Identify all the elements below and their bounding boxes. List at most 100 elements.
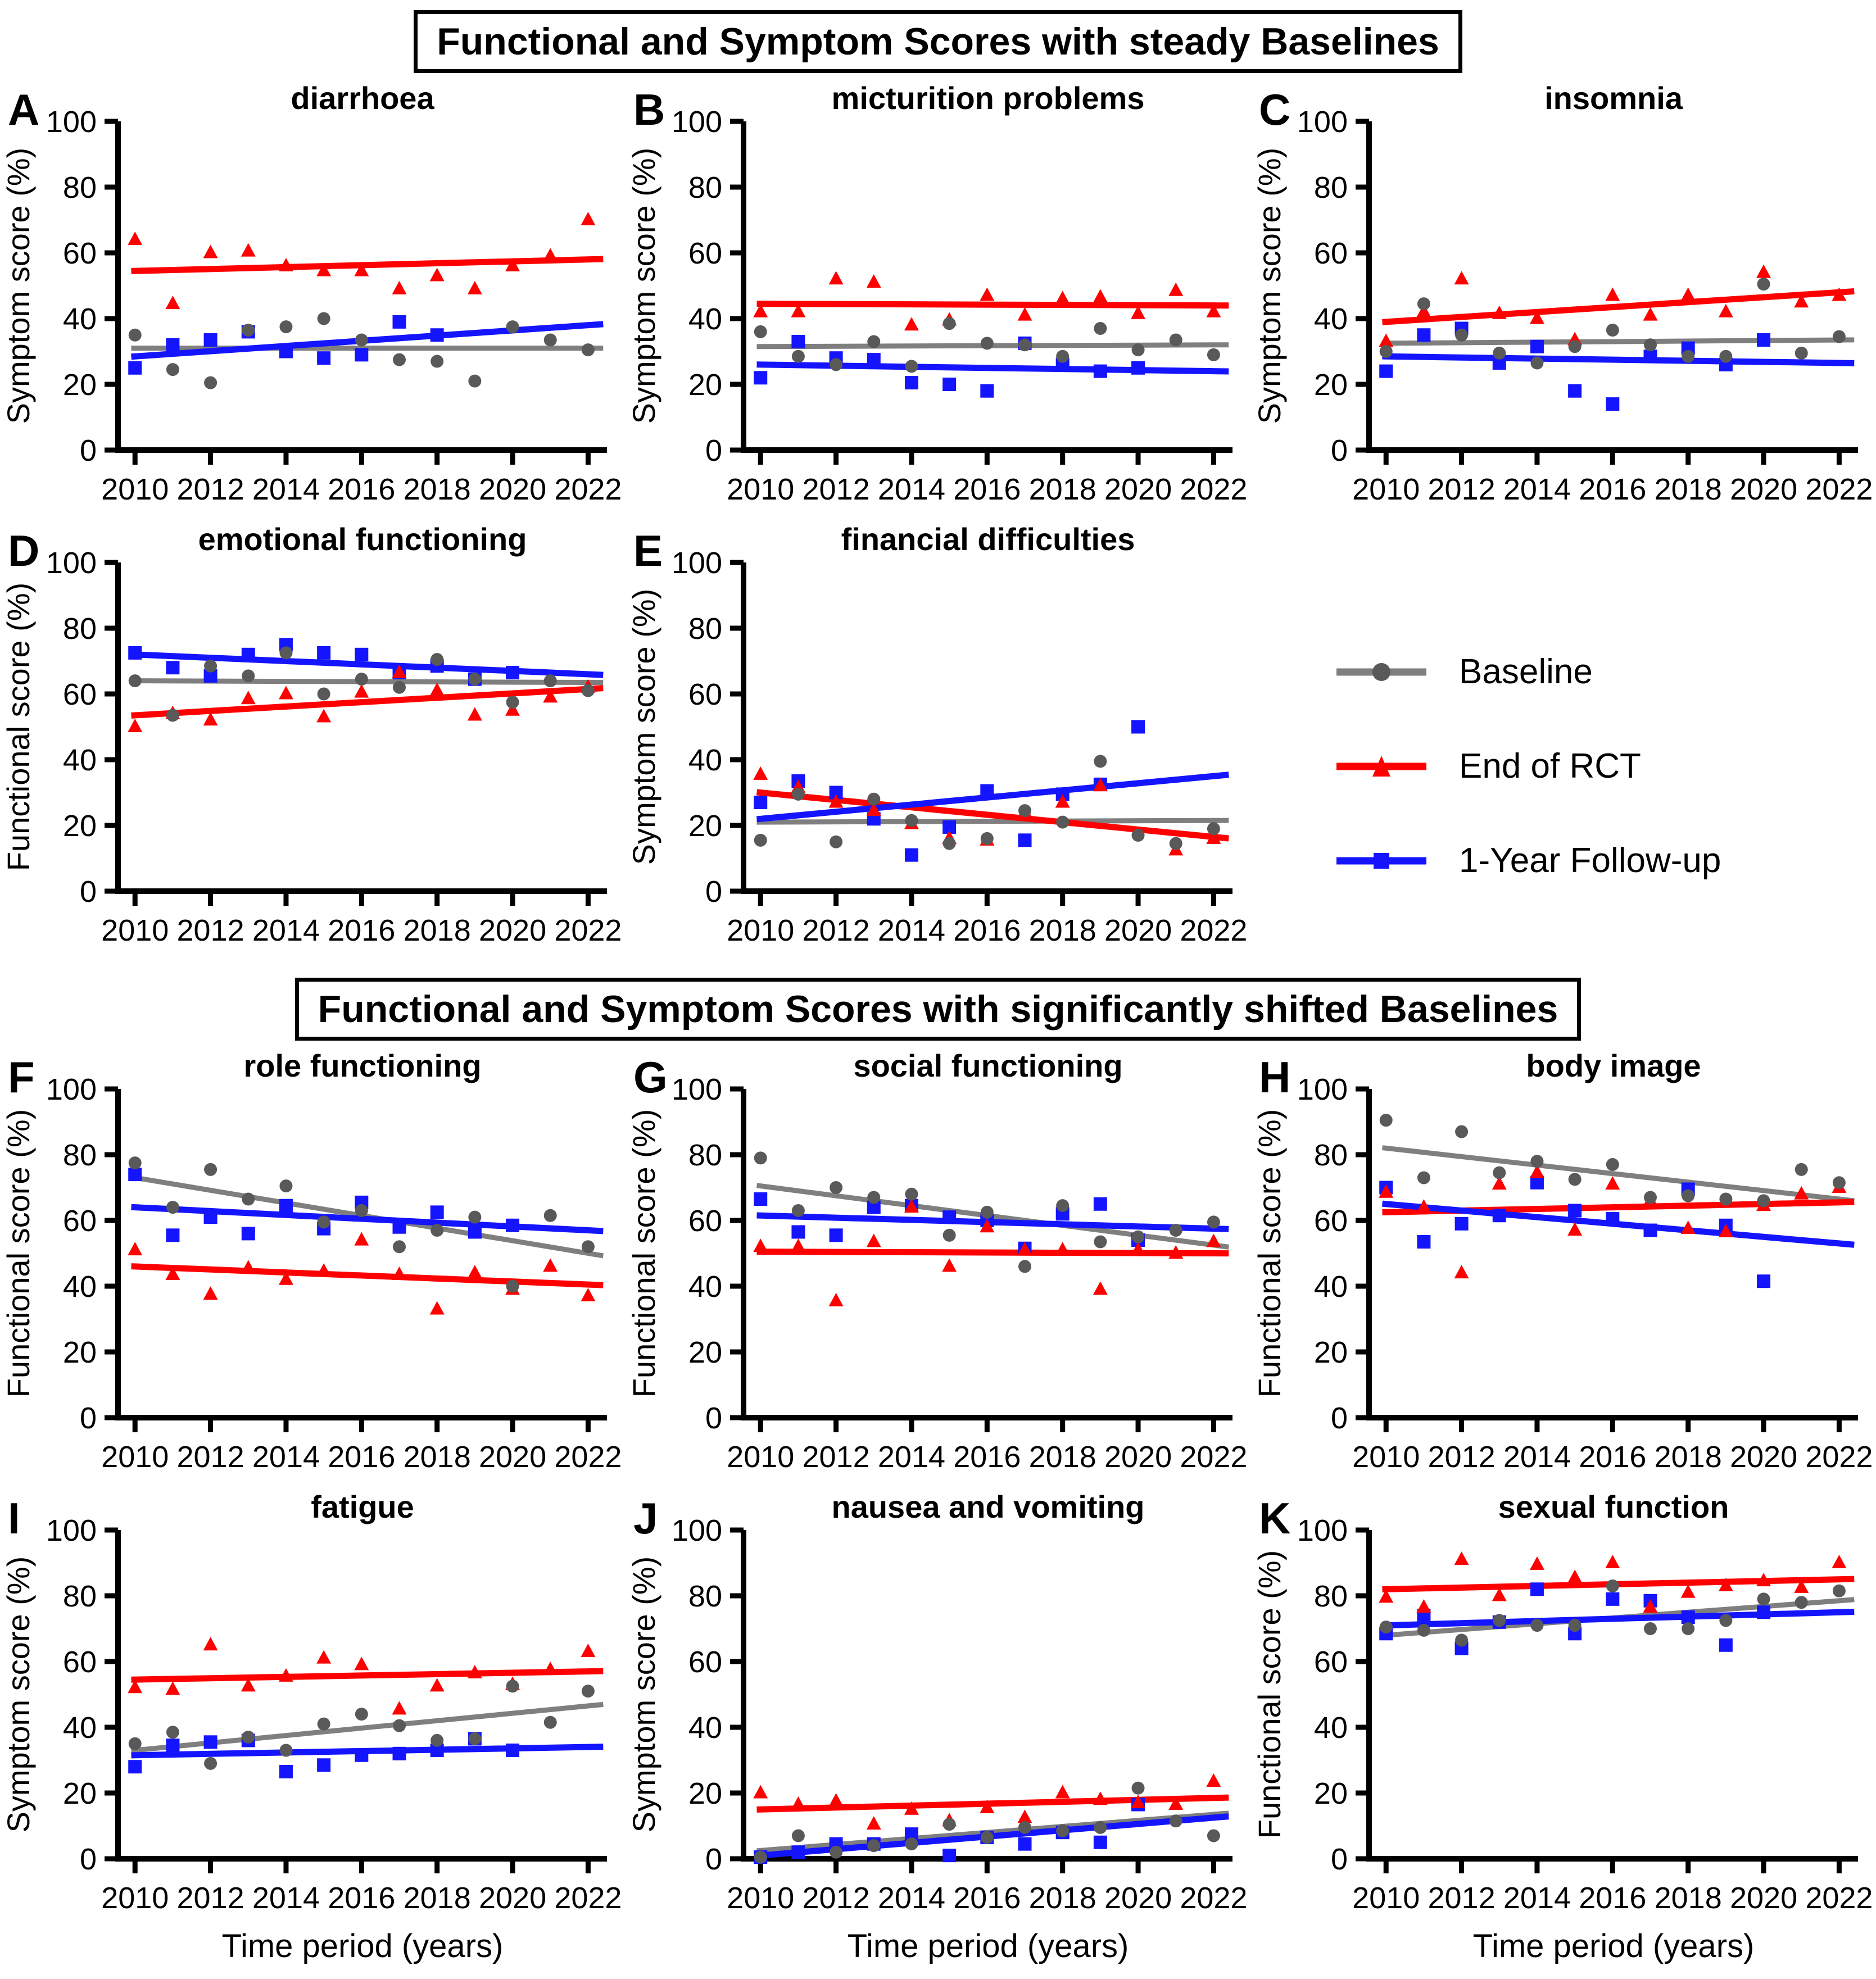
panel-letter: B: [633, 85, 665, 134]
y-tick-label: 0: [1331, 1401, 1348, 1435]
point-baseline: [791, 1829, 805, 1842]
point-end_rct: [753, 766, 768, 780]
point-end_rct: [1131, 1242, 1146, 1256]
y-tick-label: 60: [63, 237, 97, 270]
point-baseline: [431, 1224, 444, 1237]
y-tick-label: 0: [80, 1401, 97, 1435]
point-followup: [355, 348, 369, 362]
point-baseline: [1018, 1260, 1032, 1273]
point-baseline: [279, 320, 293, 334]
legend-item-baseline: Baseline: [1335, 652, 1876, 692]
panel-letter: F: [8, 1052, 35, 1102]
axes: 0 20 40 60 80 100 2010 2012 2014 2016 2018 2020 2022: [46, 546, 622, 947]
point-baseline: [754, 325, 767, 339]
trend-line-end_rct: [131, 1668, 604, 1683]
y-tick-label: 40: [1314, 302, 1348, 336]
point-end_rct: [1206, 303, 1221, 317]
axes: 0 20 40 60 80 100 2010 2012 2014 2016 2018 2020 2022: [1297, 1073, 1873, 1474]
point-end_rct: [241, 1678, 256, 1692]
y-tick-label: 80: [1314, 171, 1348, 205]
point-end_rct: [1206, 1773, 1221, 1787]
y-tick-label: 60: [688, 678, 722, 711]
y-axis-label: Symptom score (%): [626, 148, 661, 424]
x-tick-label: 2016: [328, 1881, 395, 1915]
point-end_rct: [980, 287, 995, 301]
panel-letter: E: [633, 526, 663, 575]
x-tick-label: 2016: [328, 914, 395, 947]
point-baseline: [242, 1731, 255, 1744]
y-tick-label: 100: [672, 105, 722, 139]
y-tick-label: 20: [1314, 1777, 1348, 1810]
point-baseline: [1455, 1125, 1469, 1138]
point-baseline: [543, 1716, 557, 1730]
x-tick-label: 2010: [1352, 1440, 1420, 1474]
section-header-shifted: Functional and Symptom Scores with signi…: [294, 978, 1582, 1041]
point-end_rct: [467, 1665, 482, 1679]
y-tick-label: 60: [63, 1204, 97, 1238]
point-baseline: [128, 674, 142, 688]
point-end_rct: [1794, 1186, 1809, 1200]
point-end_rct: [1168, 1796, 1184, 1810]
point-followup: [317, 1758, 331, 1772]
y-tick-label: 0: [705, 1401, 722, 1435]
panel-letter: A: [8, 85, 39, 134]
point-baseline: [242, 1192, 255, 1206]
point-baseline: [791, 1204, 805, 1218]
point-baseline: [1131, 829, 1145, 842]
x-tick-label: 2022: [554, 473, 622, 506]
series-followup: [1379, 1176, 1771, 1288]
x-tick-label: 2014: [878, 1440, 945, 1474]
point-baseline: [754, 834, 767, 847]
point-followup: [1530, 1582, 1544, 1596]
point-baseline: [242, 669, 255, 683]
legend-label-baseline: Baseline: [1459, 652, 1593, 692]
point-baseline: [830, 1846, 843, 1859]
panel-letter: C: [1259, 85, 1290, 134]
point-baseline: [1131, 343, 1145, 357]
point-end_rct: [1718, 1224, 1733, 1238]
y-tick-label: 80: [63, 1579, 97, 1613]
point-end_rct: [128, 1680, 143, 1694]
point-followup: [166, 1739, 180, 1753]
x-tick-label: 2012: [803, 473, 870, 506]
series-end_rct: [1379, 264, 1847, 347]
axes: 0 20 40 60 80 100 2010 2012 2014 2016 2018 2020 2022: [1297, 105, 1873, 506]
point-baseline: [1568, 1619, 1582, 1632]
point-end_rct: [1718, 1578, 1733, 1592]
point-baseline: [905, 814, 918, 827]
trend-line-followup: [1382, 353, 1855, 367]
point-baseline: [279, 1744, 293, 1757]
point-baseline: [1568, 340, 1582, 353]
x-tick-label: 2020: [1730, 1881, 1797, 1915]
y-axis-label: Symptom score (%): [626, 589, 661, 865]
y-tick-label: 20: [688, 809, 722, 843]
x-axis-label: Time period (years): [848, 1928, 1129, 1964]
point-baseline: [980, 1206, 994, 1219]
point-followup: [942, 378, 957, 392]
point-followup: [1379, 364, 1393, 378]
point-end_rct: [1605, 1555, 1620, 1569]
point-baseline: [867, 335, 881, 348]
point-baseline: [1795, 1163, 1808, 1177]
point-baseline: [393, 1719, 406, 1732]
y-axis-label: Functional score (%): [1, 583, 36, 872]
point-end_rct: [429, 267, 445, 282]
followup-marker-icon: [1336, 853, 1426, 869]
point-end_rct: [904, 317, 919, 331]
point-baseline: [942, 1818, 956, 1831]
panel-title: insomnia: [1544, 80, 1683, 116]
point-baseline: [1207, 1215, 1220, 1229]
point-followup: [128, 1760, 142, 1774]
x-tick-label: 2018: [1029, 1440, 1096, 1474]
point-followup: [754, 1192, 768, 1206]
x-tick-label: 2020: [1730, 473, 1797, 506]
axis-spine: [115, 1530, 607, 1862]
